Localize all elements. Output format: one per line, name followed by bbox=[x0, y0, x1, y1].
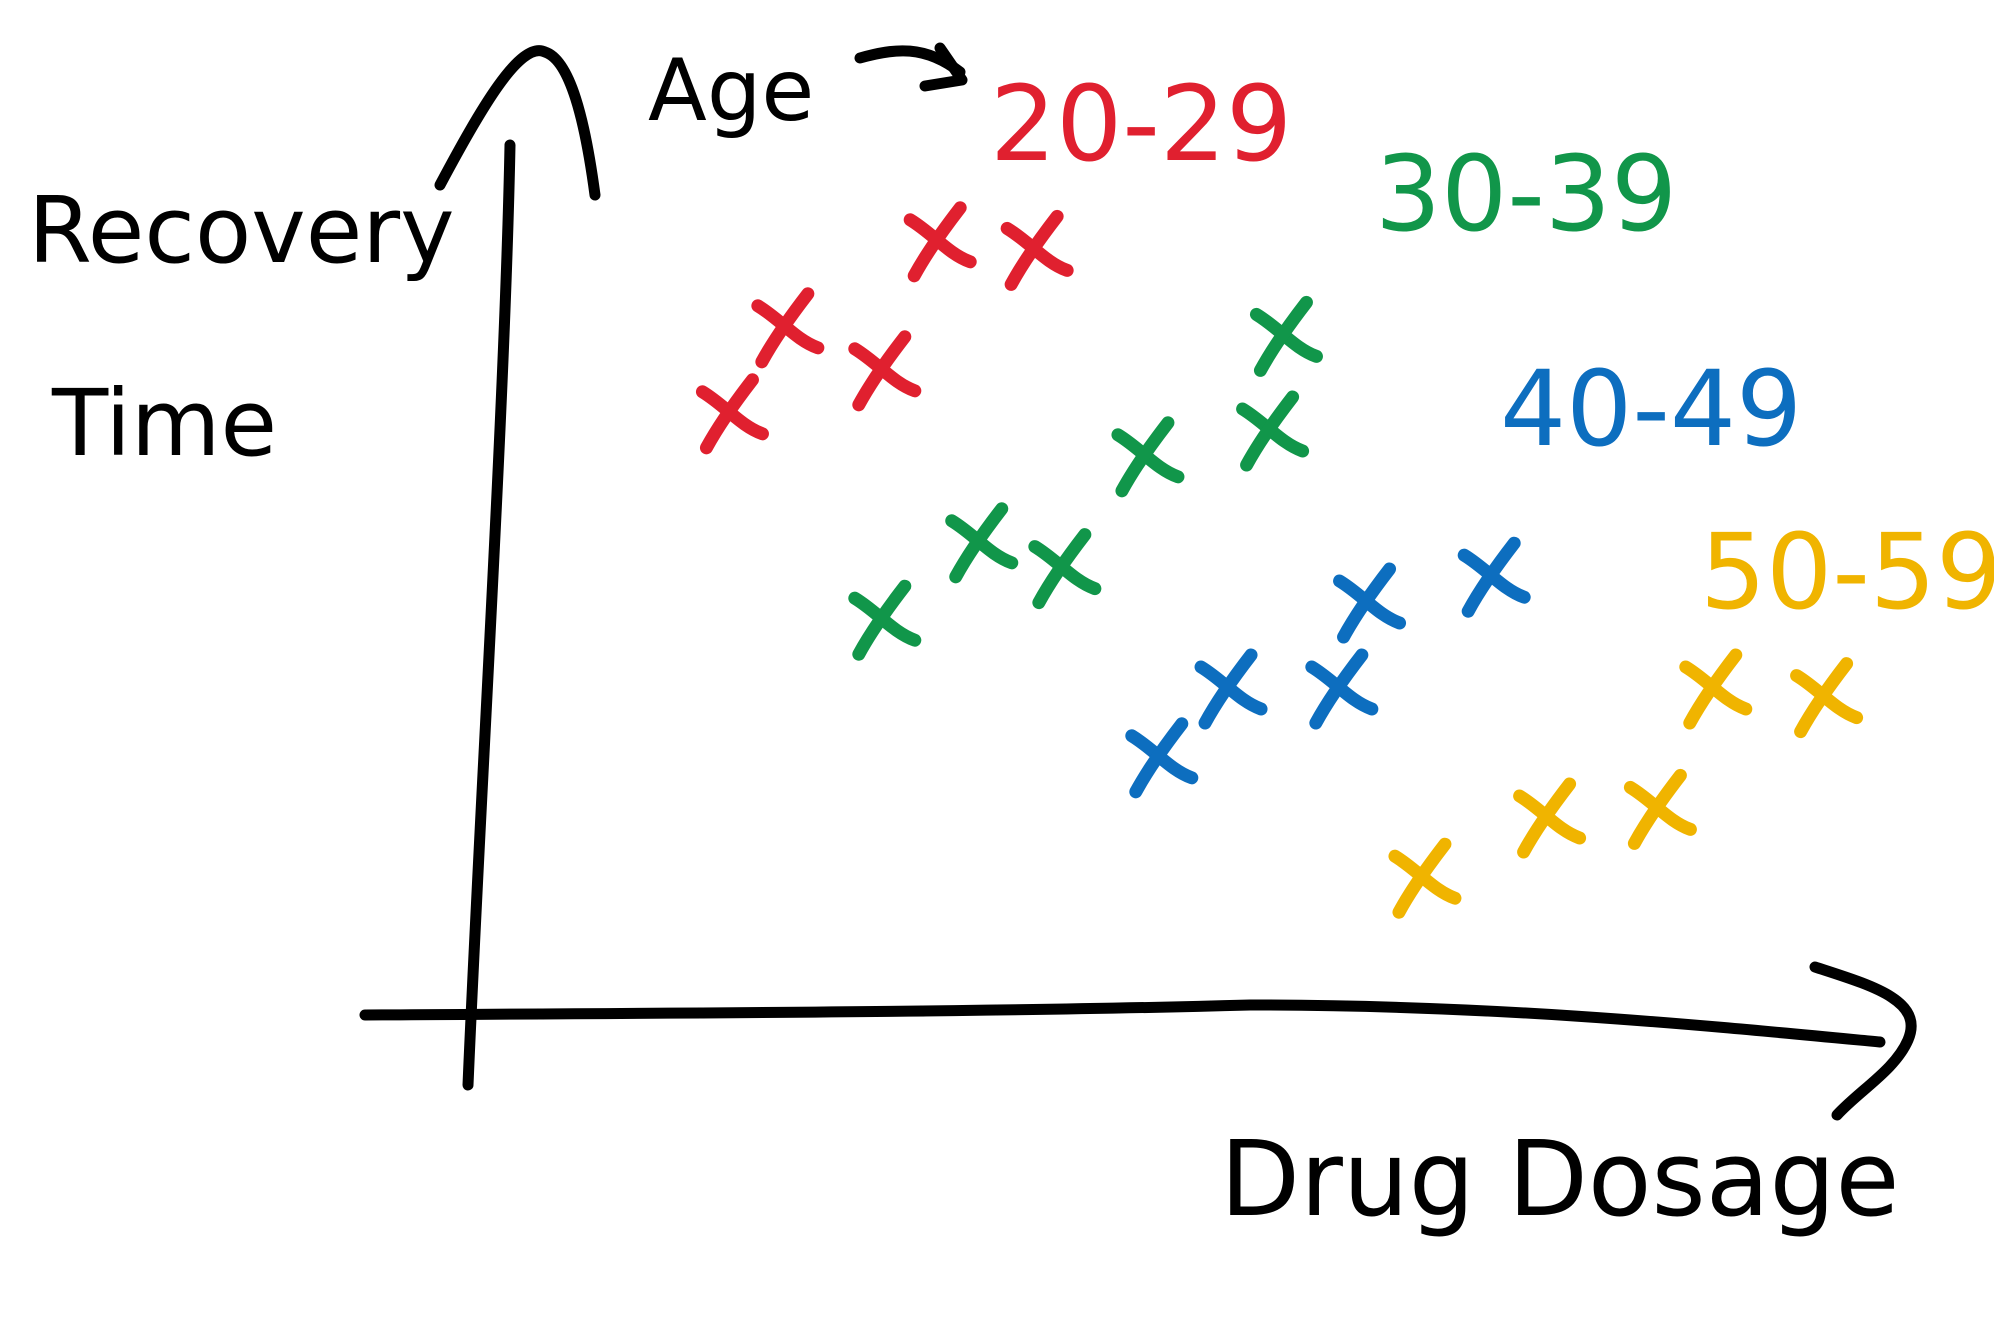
y-axis bbox=[462, 139, 516, 1091]
data-point-20-29-2 bbox=[751, 287, 825, 369]
data-point-20-29-4 bbox=[903, 201, 977, 283]
mark-stroke-b bbox=[907, 201, 967, 283]
data-point-40-49-3 bbox=[1305, 648, 1379, 730]
mark-stroke-b bbox=[1627, 768, 1687, 850]
y-axis-label-line-2: Time bbox=[51, 370, 277, 477]
data-point-20-29-3 bbox=[848, 330, 922, 412]
mark-stroke-b bbox=[1392, 837, 1452, 919]
mark-stroke-b bbox=[1129, 717, 1189, 799]
data-point-30-39-4 bbox=[1111, 416, 1185, 498]
x-axis bbox=[359, 999, 1886, 1048]
data-point-20-29-1 bbox=[695, 373, 769, 455]
data-point-50-59-4 bbox=[1679, 648, 1753, 730]
mark-stroke-b bbox=[1032, 528, 1092, 610]
group-label-50-59: 50-59 bbox=[1700, 511, 1994, 633]
x-axis-label: Drug Dosage bbox=[1220, 1118, 1899, 1240]
mark-stroke-b bbox=[852, 330, 912, 412]
data-point-30-39-3 bbox=[1028, 528, 1102, 610]
group-label-20-29: 20-29 bbox=[990, 63, 1292, 185]
data-point-40-49-2 bbox=[1194, 648, 1268, 730]
data-point-40-49-1 bbox=[1125, 717, 1199, 799]
mark-stroke-b bbox=[755, 287, 815, 369]
mark-stroke-b bbox=[1337, 562, 1397, 644]
data-point-50-59-1 bbox=[1388, 837, 1462, 919]
mark-stroke-b bbox=[852, 579, 912, 661]
mark-stroke-b bbox=[1309, 648, 1369, 730]
y-axis-arrowhead bbox=[434, 45, 601, 201]
data-point-50-59-5 bbox=[1790, 657, 1864, 739]
data-point-40-49-4 bbox=[1333, 562, 1407, 644]
data-point-30-39-2 bbox=[945, 502, 1019, 584]
mark-stroke-b bbox=[1461, 536, 1521, 618]
data-points bbox=[695, 201, 1864, 919]
data-point-40-49-5 bbox=[1457, 536, 1531, 618]
mark-stroke-b bbox=[1198, 648, 1258, 730]
data-point-20-29-5 bbox=[1000, 209, 1074, 291]
data-point-30-39-5 bbox=[1236, 390, 1310, 472]
data-point-30-39-1 bbox=[848, 579, 922, 661]
mark-stroke-b bbox=[1115, 416, 1175, 498]
data-point-50-59-3 bbox=[1623, 768, 1697, 850]
legend-title-arrowhead bbox=[919, 42, 968, 92]
mark-stroke-b bbox=[1004, 209, 1064, 291]
data-point-30-39-6 bbox=[1249, 295, 1323, 377]
y-axis-label-line-1: Recovery bbox=[28, 177, 455, 284]
data-point-50-59-2 bbox=[1513, 777, 1587, 859]
mark-stroke-b bbox=[1683, 648, 1743, 730]
mark-stroke-b bbox=[1240, 390, 1300, 472]
mark-stroke-b bbox=[1253, 295, 1313, 377]
group-label-40-49: 40-49 bbox=[1500, 348, 1802, 470]
group-label-30-39: 30-39 bbox=[1375, 133, 1677, 255]
mark-stroke-b bbox=[1517, 777, 1577, 859]
mark-stroke-b bbox=[699, 373, 759, 455]
x-axis-arrowhead bbox=[1809, 961, 1917, 1121]
mark-stroke-b bbox=[1794, 657, 1854, 739]
legend-title: Age bbox=[648, 41, 814, 141]
mark-stroke-b bbox=[949, 502, 1009, 584]
